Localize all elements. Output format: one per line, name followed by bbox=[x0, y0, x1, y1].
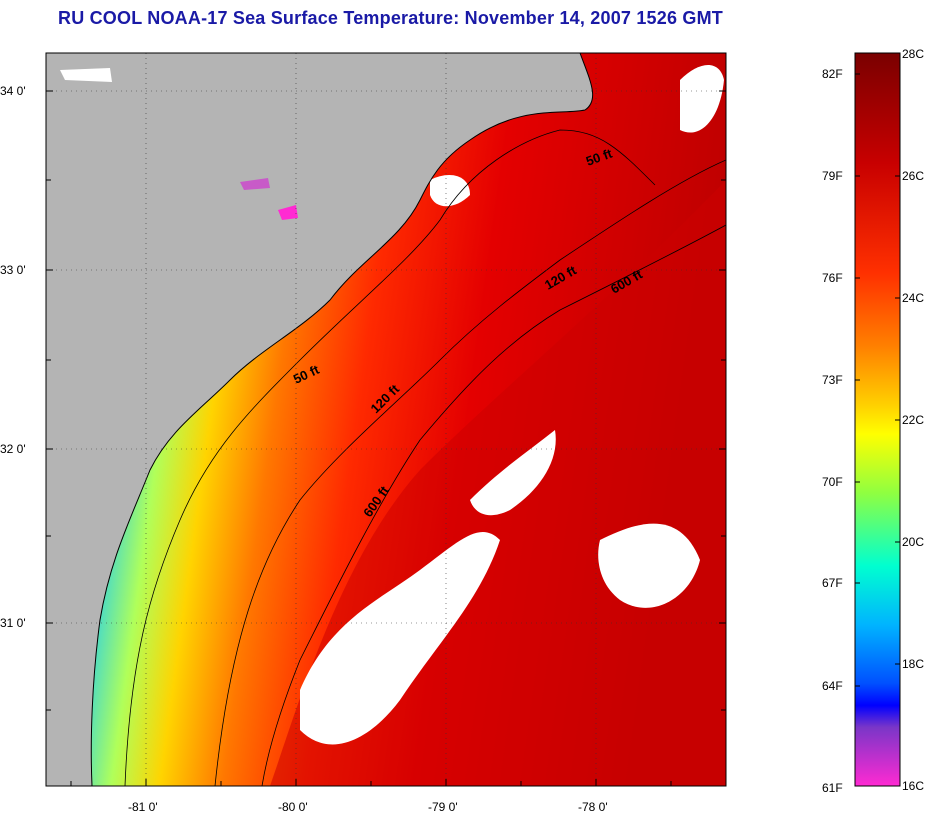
colorbar-f-label: 67F bbox=[822, 576, 843, 590]
lon-label: -80 0' bbox=[278, 800, 308, 814]
lat-label: 33 0' bbox=[0, 263, 26, 277]
frame-ticks bbox=[46, 90, 726, 786]
colorbar-c-label: 22C bbox=[902, 413, 925, 427]
isobath-50ft bbox=[124, 129, 656, 786]
colorbar-c-label: 24C bbox=[902, 291, 925, 305]
colorbar-f-label: 79F bbox=[822, 169, 843, 183]
isobath-120ft bbox=[214, 159, 726, 786]
colorbar-f-label: 82F bbox=[822, 67, 843, 81]
colorbar-c-label: 26C bbox=[902, 169, 925, 183]
lon-label: -78 0' bbox=[578, 800, 608, 814]
colorbar-f-label: 76F bbox=[822, 271, 843, 285]
lat-label: 34 0' bbox=[0, 84, 26, 98]
lon-label: -81 0' bbox=[128, 800, 158, 814]
colorbar-f-label: 61F bbox=[822, 781, 843, 795]
graticule bbox=[46, 53, 726, 786]
lat-label: 31 0' bbox=[0, 616, 26, 630]
lat-label: 32 0' bbox=[0, 442, 26, 456]
cold-patch bbox=[278, 205, 298, 220]
colorbar bbox=[854, 52, 901, 787]
colorbar-c-label: 20C bbox=[902, 535, 925, 549]
colorbar-c-label: 16C bbox=[902, 779, 925, 793]
colorbar-f-label: 70F bbox=[822, 475, 843, 489]
coastline bbox=[90, 53, 594, 786]
colorbar-ticks bbox=[855, 73, 900, 687]
map-frame bbox=[45, 52, 727, 787]
colorbar-c-label: 28C bbox=[902, 47, 925, 61]
cold-patch bbox=[240, 178, 270, 190]
isobath-600ft bbox=[261, 224, 726, 786]
land bbox=[46, 53, 593, 786]
lon-label: -79 0' bbox=[428, 800, 458, 814]
cloud-cover bbox=[60, 65, 724, 745]
map-title: RU COOL NOAA-17 Sea Surface Temperature:… bbox=[58, 8, 723, 28]
colorbar-f-label: 73F bbox=[822, 373, 843, 387]
colorbar-f-label: 64F bbox=[822, 679, 843, 693]
colorbar-c-label: 18C bbox=[902, 657, 925, 671]
